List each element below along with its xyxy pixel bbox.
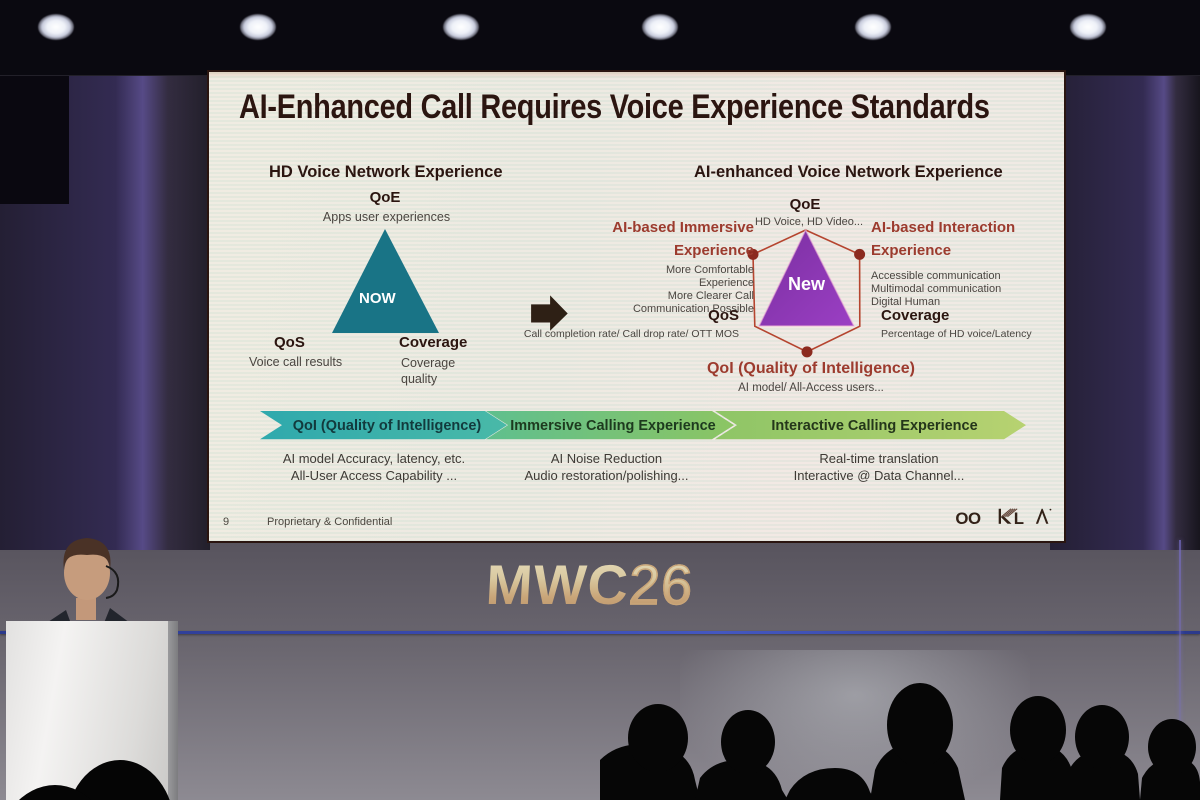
svg-text:L: L — [1014, 509, 1024, 528]
svg-text:OO: OO — [955, 509, 981, 528]
